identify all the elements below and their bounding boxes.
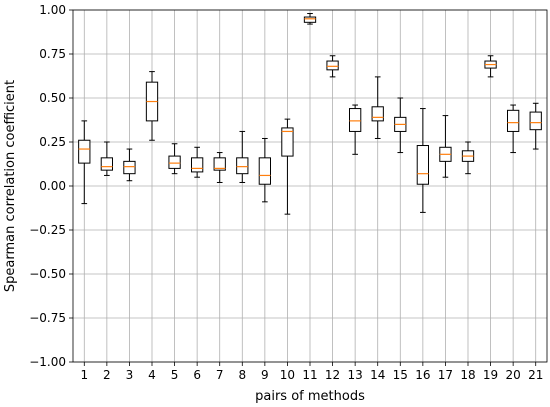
y-tick-label: −1.00 — [29, 355, 66, 369]
iqr-box — [213, 157, 226, 171]
iqr-box — [78, 139, 91, 164]
iqr-box — [191, 157, 204, 173]
x-tick-label: 21 — [528, 368, 543, 382]
box-7 — [213, 152, 226, 183]
x-tick-label: 16 — [415, 368, 430, 382]
x-tick-label: 10 — [280, 368, 295, 382]
x-tick-label: 14 — [370, 368, 385, 382]
x-tick-label: 7 — [216, 368, 224, 382]
box-8 — [236, 130, 249, 183]
boxes — [78, 13, 542, 215]
iqr-box — [100, 157, 114, 171]
iqr-box — [529, 111, 542, 131]
x-tick-label: 3 — [126, 368, 134, 382]
x-tick-label: 13 — [348, 368, 363, 382]
iqr-box — [349, 108, 362, 132]
x-axis-label: pairs of methods — [255, 389, 365, 404]
x-tick-label: 18 — [460, 368, 475, 382]
ticks: −1.00 −0.75 −0.50 −0.25 0.00 0.25 0.50 0.75 1.00… — [29, 3, 543, 382]
iqr-box — [326, 60, 339, 71]
box-3 — [123, 148, 136, 182]
iqr-box — [507, 109, 520, 132]
y-tick-label: 0.75 — [39, 47, 66, 61]
iqr-box — [236, 157, 249, 175]
box-4 — [145, 71, 159, 141]
box-18 — [461, 141, 475, 175]
box-21 — [529, 102, 542, 150]
y-tick-label: −0.50 — [29, 267, 66, 281]
box-13 — [349, 104, 362, 155]
iqr-box — [371, 106, 384, 122]
y-tick-label: 0.00 — [39, 179, 66, 193]
x-tick-label: 17 — [438, 368, 453, 382]
iqr-box — [281, 127, 294, 157]
box-14 — [371, 76, 384, 139]
y-tick-label: 0.50 — [39, 91, 66, 105]
x-tick-label: 8 — [238, 368, 246, 382]
y-tick-label: 0.25 — [39, 135, 66, 149]
box-15 — [394, 97, 407, 154]
box-5 — [168, 143, 181, 175]
box-10 — [281, 118, 294, 215]
iqr-box — [258, 157, 272, 185]
x-tick-label: 12 — [325, 368, 340, 382]
iqr-box — [303, 16, 317, 23]
x-tick-label: 20 — [506, 368, 521, 382]
x-tick-label: 5 — [171, 368, 179, 382]
y-tick-label: −0.75 — [29, 311, 66, 325]
y-tick-label: 1.00 — [39, 3, 66, 17]
x-tick-label: 1 — [80, 368, 88, 382]
grid — [73, 9, 547, 363]
box-11 — [303, 13, 317, 25]
x-tick-label: 2 — [103, 368, 111, 382]
x-tick-label: 15 — [393, 368, 408, 382]
iqr-box — [416, 145, 430, 185]
y-tick-label: −0.25 — [29, 223, 66, 237]
box-9 — [258, 137, 272, 203]
box-12 — [326, 55, 339, 78]
x-tick-label: 11 — [302, 368, 317, 382]
box-20 — [507, 104, 520, 154]
box-17 — [439, 115, 452, 178]
x-tick-label: 4 — [148, 368, 156, 382]
box-6 — [191, 146, 204, 178]
iqr-box — [123, 160, 136, 175]
x-tick-label: 6 — [193, 368, 201, 382]
box-19 — [484, 55, 497, 78]
iqr-box — [168, 155, 181, 169]
y-axis-label: Spearman correlation coefficient — [3, 80, 18, 292]
box-16 — [416, 108, 430, 213]
x-tick-label: 9 — [261, 368, 269, 382]
box-2 — [100, 141, 114, 176]
x-tick-label: 19 — [483, 368, 498, 382]
box-1 — [78, 120, 91, 205]
